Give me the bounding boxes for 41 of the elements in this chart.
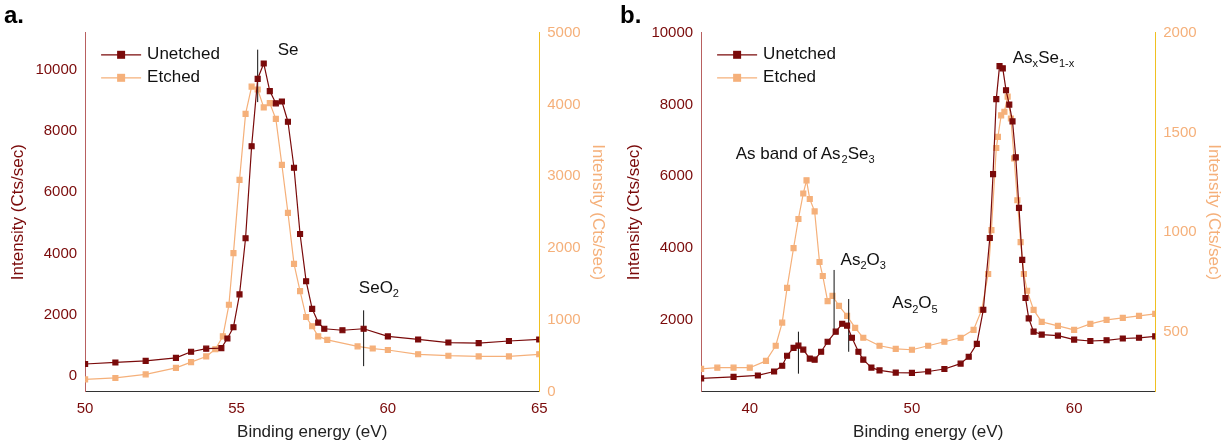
y-tick-label: 8000: [659, 94, 694, 112]
y2-tick-label: 2000: [1163, 22, 1197, 40]
x-axis-title: Binding energy (eV): [237, 422, 388, 442]
y-axis-title: Intensity (Cts/sec): [623, 144, 643, 281]
x-tick-label: 50: [903, 398, 921, 416]
x-axis-title: Binding energy (eV): [853, 422, 1004, 442]
annotation: Se: [277, 39, 299, 59]
legend-label: Unetched: [147, 44, 220, 64]
x-tick-label: 50: [76, 398, 94, 416]
y2-tick-label: 1000: [547, 309, 581, 327]
y2-tick-label: 4000: [547, 94, 581, 112]
y-tick-label: 2000: [659, 309, 694, 327]
y-tick-label: 4000: [659, 238, 694, 256]
y2-tick-label: 1000: [1163, 222, 1197, 240]
y2-tick-label: 5000: [547, 22, 581, 40]
y2-tick-label: 0: [547, 381, 556, 399]
legend-label: Etched: [147, 67, 201, 87]
y2-tick-label: 500: [1163, 321, 1189, 339]
y2-tick-label: 3000: [547, 166, 581, 184]
x-tick-label: 60: [379, 398, 397, 416]
y-tick-label: 0: [68, 366, 78, 384]
chart-title: a.: [4, 1, 25, 29]
y-tick-label: 6000: [43, 182, 78, 200]
y-tick-label: 10000: [651, 22, 694, 40]
x-tick-label: 60: [1065, 398, 1083, 416]
y-tick-label: 8000: [43, 121, 78, 139]
y-tick-label: 2000: [43, 305, 78, 323]
y2-tick-label: 1500: [1163, 122, 1197, 140]
y-tick-label: 10000: [35, 59, 78, 77]
y-tick-label: 6000: [659, 166, 694, 184]
x-tick-label: 55: [228, 398, 245, 416]
legend-label: Unetched: [763, 44, 836, 64]
legend-label: Etched: [763, 67, 817, 87]
y2-axis-title: Intensity (Cts/sec): [1205, 144, 1225, 281]
y-tick-label: 4000: [43, 243, 78, 261]
y2-tick-label: 2000: [547, 238, 581, 256]
x-tick-label: 40: [741, 398, 759, 416]
x-tick-label: 65: [530, 398, 548, 416]
y-axis-title: Intensity (Cts/sec): [7, 144, 27, 281]
chart-title: b.: [620, 1, 642, 29]
y2-axis-title: Intensity (Cts/sec): [589, 144, 609, 281]
